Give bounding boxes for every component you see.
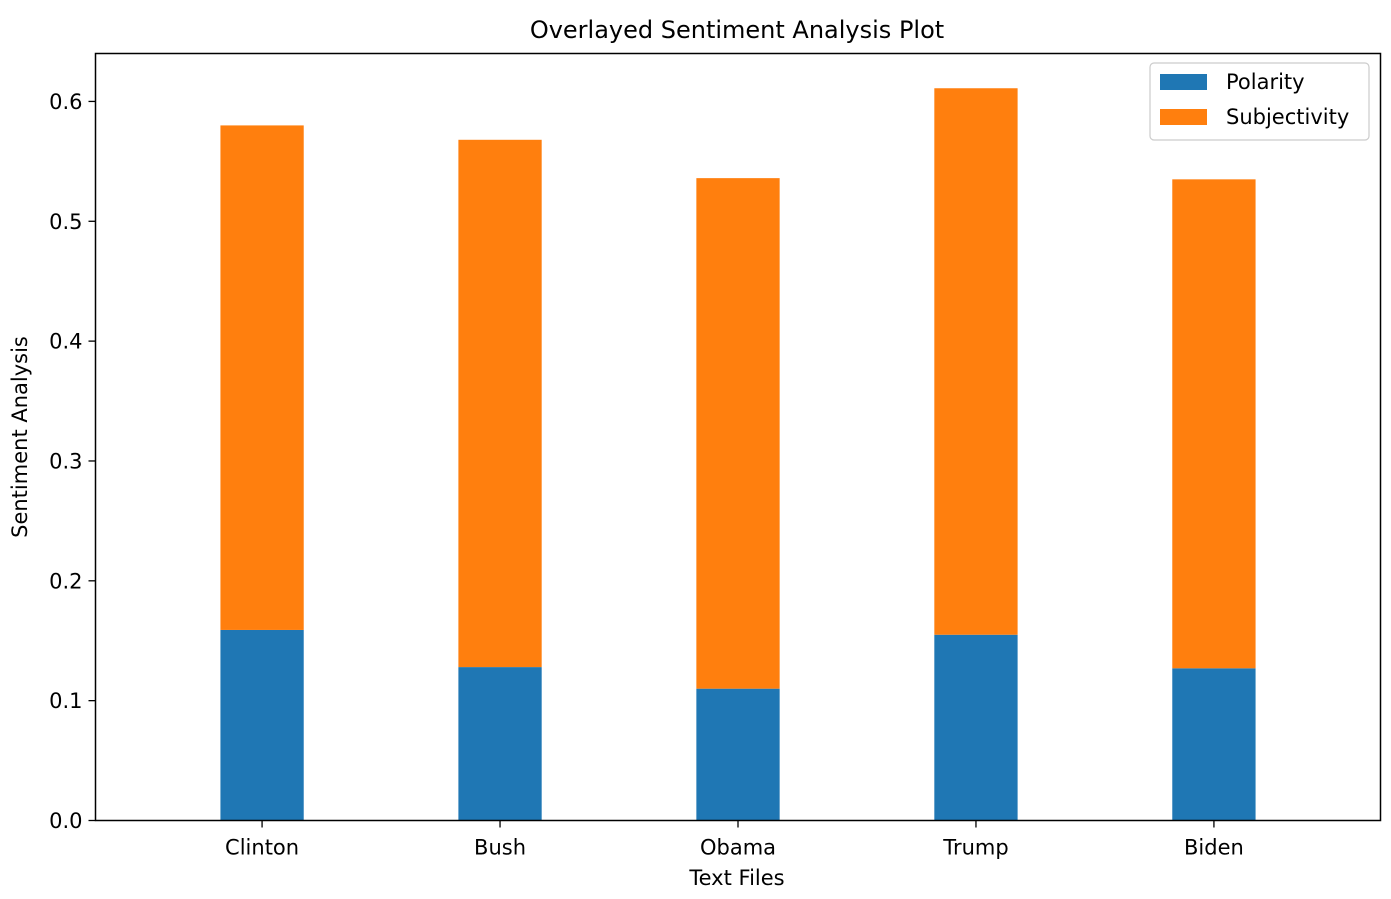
x-tick-label: Bush [474, 836, 526, 860]
y-axis-label: Sentiment Analysis [8, 336, 32, 538]
bar-subjectivity-clinton [220, 125, 304, 630]
y-tick-label: 0.1 [49, 689, 82, 713]
bar-subjectivity-biden [1172, 179, 1256, 669]
x-axis: Clinton Bush Obama Trump Biden [225, 820, 1244, 860]
y-tick-label: 0.2 [49, 569, 82, 593]
y-tick-label: 0.6 [49, 90, 82, 114]
x-tick-label: Biden [1184, 836, 1244, 860]
y-axis: 0.0 0.1 0.2 0.3 0.4 0.5 0.6 [49, 90, 96, 833]
legend-label-polarity: Polarity [1226, 70, 1305, 94]
bar-polarity-biden [1172, 668, 1256, 821]
x-tick-label: Trump [942, 836, 1008, 860]
bars-group [220, 88, 1256, 821]
bar-polarity-trump [934, 634, 1018, 821]
x-tick-label: Obama [700, 836, 776, 860]
y-tick-label: 0.4 [49, 330, 82, 354]
bar-polarity-obama [696, 688, 780, 821]
legend-swatch-polarity [1160, 74, 1207, 90]
chart-title: Overlayed Sentiment Analysis Plot [530, 16, 944, 44]
bar-subjectivity-bush [458, 139, 542, 668]
x-axis-label: Text Files [688, 866, 784, 890]
bar-polarity-bush [458, 667, 542, 821]
x-tick-label: Clinton [225, 836, 299, 860]
y-tick-label: 0.3 [49, 449, 82, 473]
bar-subjectivity-obama [696, 178, 780, 689]
bar-subjectivity-trump [934, 88, 1018, 635]
legend-swatch-subjectivity [1160, 109, 1207, 125]
y-tick-label: 0.5 [49, 210, 82, 234]
y-tick-label: 0.0 [49, 809, 82, 833]
legend-label-subjectivity: Subjectivity [1226, 105, 1349, 129]
bar-polarity-clinton [220, 629, 304, 821]
legend: Polarity Subjectivity [1149, 62, 1370, 141]
